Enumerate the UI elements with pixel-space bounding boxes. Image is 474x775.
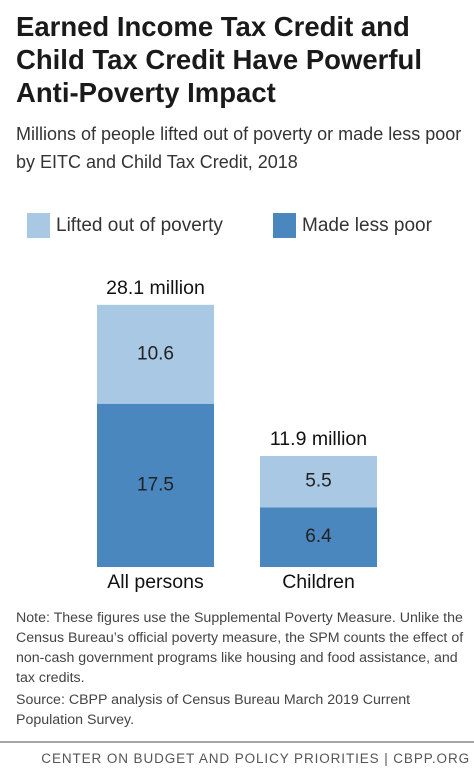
chart-subtitle: Millions of people lifted out of poverty… (16, 124, 462, 172)
bar-segment (260, 455, 377, 508)
total-label: 28.1 million (106, 277, 205, 299)
note: Note: These figures use the Supplemental… (16, 610, 464, 686)
total-label: 11.9 million (270, 428, 367, 450)
legend-swatch (27, 213, 50, 238)
value-label: 6.4 (305, 526, 332, 547)
legend-swatch (273, 213, 296, 238)
source: Source: CBPP analysis of Census Bureau M… (16, 692, 411, 728)
chart-title: Earned Income Tax Credit and Child Tax C… (16, 11, 422, 108)
value-label: 5.5 (305, 471, 331, 492)
x-tick-label: All persons (107, 571, 204, 593)
value-label: 17.5 (137, 474, 174, 495)
legend-label: Lifted out of poverty (56, 215, 223, 236)
value-label: 10.6 (137, 343, 174, 364)
x-tick-label: Children (282, 571, 355, 593)
footer: CENTER ON BUDGET AND POLICY PRIORITIES |… (41, 751, 470, 766)
bar-segment (97, 304, 214, 404)
bar-segment (97, 403, 214, 567)
bar-segment (260, 507, 377, 567)
legend-label: Made less poor (302, 215, 433, 236)
